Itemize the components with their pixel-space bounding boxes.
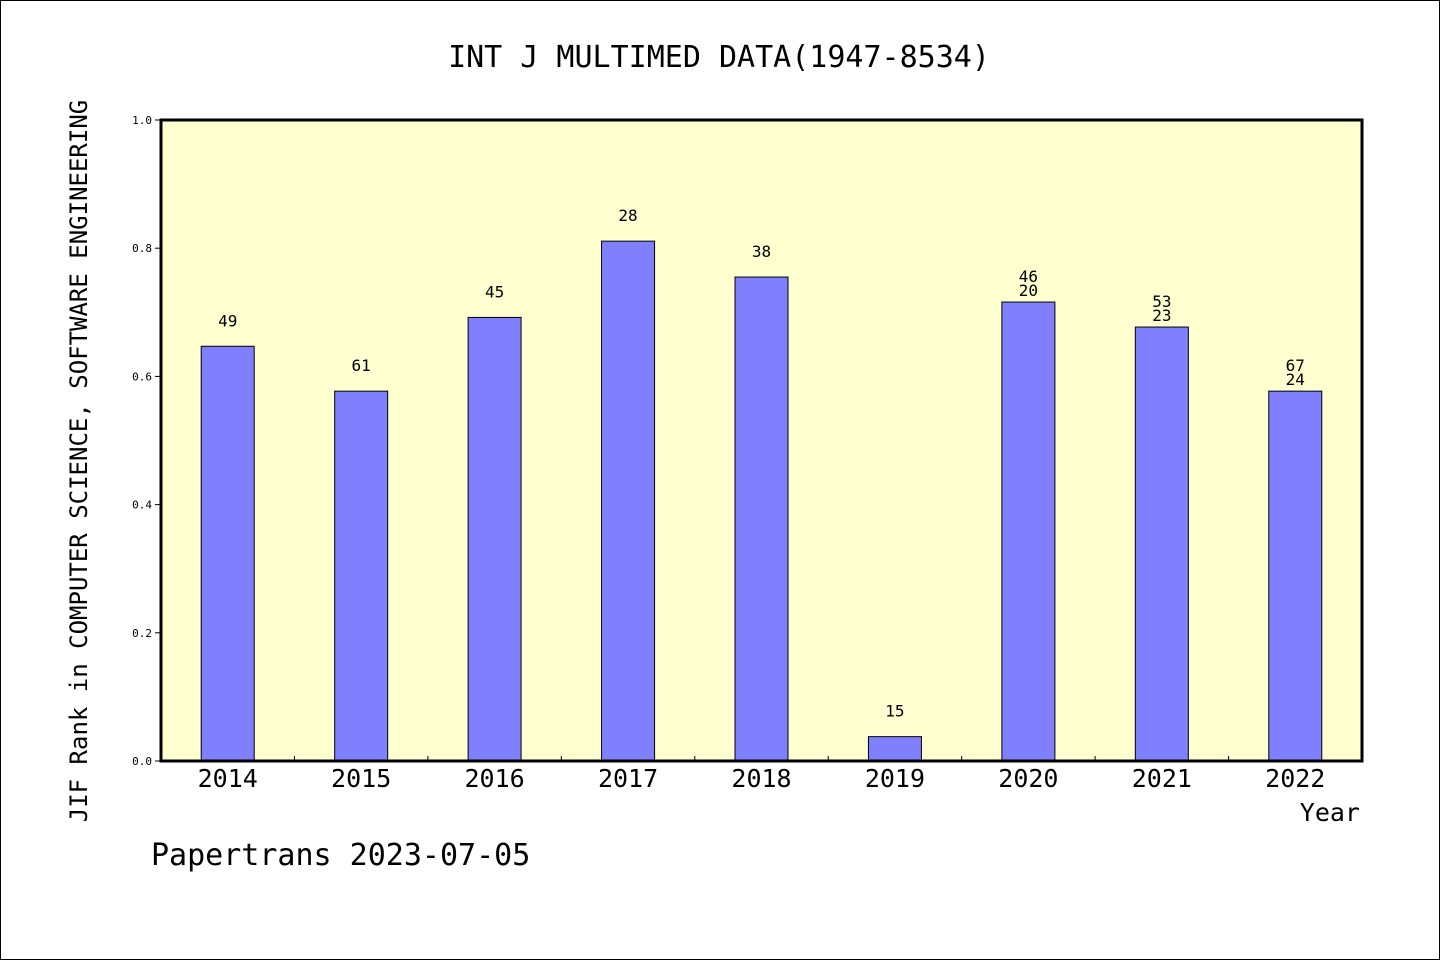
bar-data-label: 49	[218, 311, 237, 330]
bar-data-label: 67	[1286, 356, 1305, 375]
bar-data-label: 46	[1019, 267, 1038, 286]
bar-data-label: 61	[352, 356, 371, 375]
y-tick-label: 0.6	[132, 370, 152, 383]
x-tick-label: 2018	[731, 764, 791, 793]
x-axis-label: Year	[1300, 798, 1360, 827]
x-tick-label: 2017	[598, 764, 658, 793]
bar-data-label: 53	[1152, 292, 1171, 311]
bar-data-label: 20	[1019, 281, 1038, 300]
plot-border	[159, 118, 1364, 763]
bar-2017	[601, 240, 656, 762]
footer-text: Papertrans 2023-07-05	[151, 838, 530, 873]
y-tick-label: 0.8	[132, 242, 152, 255]
bar-2019	[867, 736, 922, 762]
y-tick-label: 0.0	[132, 755, 152, 768]
x-tick-label: 2019	[865, 764, 925, 793]
bar-2015	[334, 390, 389, 762]
x-tick-label: 2022	[1265, 764, 1325, 793]
y-tick-label: 0.2	[132, 627, 152, 640]
y-tick-label: 1.0	[132, 114, 152, 127]
x-tick-label: 2015	[331, 764, 391, 793]
y-axis-label: JIF Rank in COMPUTER SCIENCE, SOFTWARE E…	[65, 100, 93, 822]
x-tick-label: 2016	[465, 764, 525, 793]
bar-2018	[734, 276, 789, 762]
x-tick-label: 2020	[998, 764, 1058, 793]
bar-2016	[467, 316, 522, 762]
chart-title: INT J MULTIMED DATA(1947-8534)	[448, 40, 990, 75]
bar-2022	[1268, 390, 1323, 762]
y-axis: 0.0 0.2 0.4 0.6 0.8 1.0	[132, 114, 161, 768]
bar-data-label: 38	[752, 242, 771, 261]
bar-data-label: 28	[618, 206, 637, 225]
bar-2021	[1134, 326, 1189, 762]
x-tick-label: 2014	[198, 764, 258, 793]
bar-data-label: 24	[1286, 370, 1305, 389]
x-tick-label: 2021	[1132, 764, 1192, 793]
bar-2020	[1001, 301, 1056, 762]
bar-data-label: 23	[1152, 306, 1171, 325]
bar-data-label: 45	[485, 282, 504, 301]
bar-2014	[200, 345, 255, 762]
x-axis: 2014 2015 2016 2017 2018 2019 2020 2021 2022	[198, 756, 1325, 793]
bar-data-label: 15	[885, 702, 904, 721]
y-tick-label: 0.4	[132, 499, 152, 512]
bars-group	[200, 240, 1323, 762]
